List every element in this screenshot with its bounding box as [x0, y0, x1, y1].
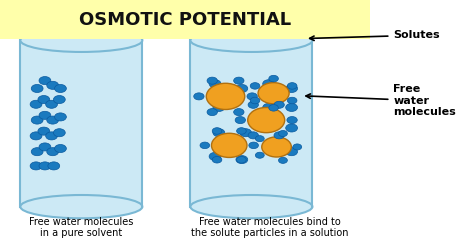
- Circle shape: [250, 83, 260, 89]
- Circle shape: [54, 96, 65, 104]
- Circle shape: [234, 77, 244, 84]
- Circle shape: [263, 80, 274, 88]
- Circle shape: [213, 129, 225, 137]
- Circle shape: [213, 103, 225, 111]
- Circle shape: [200, 142, 210, 149]
- Circle shape: [248, 101, 258, 108]
- Circle shape: [206, 83, 245, 109]
- Circle shape: [287, 97, 297, 104]
- Circle shape: [30, 162, 42, 170]
- Circle shape: [47, 81, 59, 89]
- Bar: [20, 40, 142, 207]
- Circle shape: [31, 84, 43, 92]
- Circle shape: [55, 144, 66, 152]
- Circle shape: [236, 155, 248, 164]
- Circle shape: [279, 157, 287, 163]
- Circle shape: [237, 156, 246, 163]
- Circle shape: [279, 131, 287, 137]
- Circle shape: [262, 137, 292, 157]
- Circle shape: [287, 116, 297, 124]
- Circle shape: [287, 83, 297, 89]
- Circle shape: [54, 129, 65, 137]
- Circle shape: [30, 100, 42, 108]
- Circle shape: [248, 108, 285, 133]
- Circle shape: [31, 148, 43, 156]
- Circle shape: [249, 142, 258, 149]
- Ellipse shape: [191, 29, 312, 52]
- Circle shape: [47, 148, 59, 156]
- Circle shape: [55, 84, 66, 92]
- Circle shape: [46, 100, 57, 108]
- Circle shape: [250, 97, 260, 104]
- Circle shape: [269, 105, 278, 111]
- Circle shape: [209, 152, 221, 161]
- Circle shape: [286, 84, 298, 92]
- Circle shape: [48, 162, 60, 170]
- Circle shape: [286, 124, 298, 132]
- Circle shape: [39, 162, 51, 170]
- Circle shape: [38, 127, 50, 135]
- Circle shape: [235, 116, 246, 124]
- Circle shape: [274, 101, 284, 108]
- Circle shape: [236, 84, 248, 92]
- Bar: [0, 0, 370, 39]
- Ellipse shape: [20, 195, 142, 218]
- Circle shape: [207, 77, 218, 84]
- Circle shape: [47, 116, 59, 124]
- Circle shape: [209, 80, 221, 88]
- Circle shape: [211, 133, 247, 158]
- Circle shape: [286, 103, 298, 111]
- Circle shape: [240, 129, 252, 137]
- Circle shape: [274, 132, 284, 139]
- Circle shape: [212, 156, 222, 163]
- Circle shape: [39, 143, 51, 151]
- Circle shape: [194, 93, 204, 100]
- Text: Free water molecules bind to
the solute particles in a solution: Free water molecules bind to the solute …: [191, 217, 349, 238]
- Circle shape: [39, 111, 51, 119]
- Circle shape: [269, 75, 278, 82]
- Circle shape: [255, 136, 264, 142]
- Circle shape: [55, 113, 66, 121]
- Ellipse shape: [20, 29, 142, 52]
- Circle shape: [39, 77, 51, 85]
- Circle shape: [30, 132, 42, 140]
- Circle shape: [255, 152, 264, 158]
- Circle shape: [286, 148, 298, 156]
- Ellipse shape: [191, 195, 312, 218]
- Circle shape: [258, 83, 289, 104]
- Circle shape: [248, 132, 258, 139]
- Circle shape: [31, 116, 43, 124]
- Text: OSMOTIC POTENTIAL: OSMOTIC POTENTIAL: [79, 11, 291, 28]
- Circle shape: [293, 144, 301, 150]
- Circle shape: [263, 103, 274, 111]
- Bar: [191, 40, 312, 207]
- Circle shape: [207, 109, 218, 116]
- Text: Free
water
molecules: Free water molecules: [306, 84, 456, 117]
- Circle shape: [46, 132, 57, 140]
- Text: Free water molecules
in a pure solvent: Free water molecules in a pure solvent: [29, 217, 134, 238]
- Circle shape: [237, 128, 246, 134]
- Circle shape: [234, 109, 244, 116]
- Circle shape: [247, 93, 257, 100]
- Circle shape: [212, 128, 222, 134]
- Circle shape: [38, 96, 50, 104]
- Text: Solutes: Solutes: [310, 30, 440, 41]
